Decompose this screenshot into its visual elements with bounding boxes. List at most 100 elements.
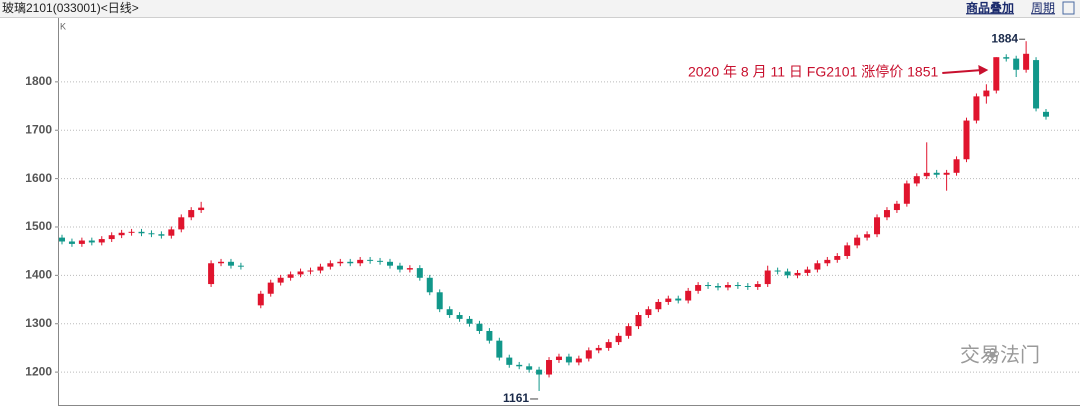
candle-body	[933, 172, 940, 175]
candle-body	[426, 277, 433, 293]
overlay-button[interactable]: 商品叠加	[966, 0, 1014, 15]
export-icon[interactable]	[1062, 1, 1075, 15]
candle-body	[257, 293, 264, 306]
candle-body	[377, 260, 384, 262]
candle-body	[744, 285, 751, 287]
candle-body	[466, 318, 473, 324]
candle-body	[953, 159, 960, 173]
candle-body	[396, 265, 403, 270]
candle-body	[774, 270, 781, 272]
candle-body	[158, 234, 165, 236]
candle-body	[973, 96, 980, 121]
candle-body	[913, 176, 920, 184]
candle-body	[625, 326, 632, 336]
candle-body	[1033, 60, 1040, 109]
candle-body	[526, 366, 533, 370]
y-tick-label: 1800	[25, 74, 52, 88]
candle-body	[655, 301, 662, 310]
high-label: 1884	[991, 31, 1018, 45]
candle-body	[496, 340, 503, 358]
header-title: 玻璃2101(033001)<日线>	[2, 1, 139, 15]
candle-body	[436, 292, 443, 310]
candle-body	[148, 233, 155, 235]
candle-body	[784, 271, 791, 276]
candle-body	[675, 298, 682, 301]
candle-body	[1043, 111, 1049, 117]
candle-body	[168, 229, 175, 236]
candle-body	[814, 263, 821, 270]
candle-body	[287, 274, 294, 278]
candle-body	[88, 240, 95, 243]
candle-body	[516, 364, 523, 367]
candle-body	[188, 210, 195, 218]
y-axis-label: K	[60, 21, 66, 31]
candle-body	[893, 203, 900, 211]
candle-body	[118, 232, 125, 236]
candle-body	[1003, 57, 1010, 59]
candle-body	[883, 210, 890, 218]
candle-body	[1013, 58, 1020, 70]
candle-body	[68, 241, 75, 244]
candle-body	[536, 369, 543, 375]
candle-body	[615, 335, 622, 343]
candle-body	[804, 269, 811, 273]
candle-body	[317, 266, 324, 271]
candle-body	[874, 217, 881, 235]
candle-body	[903, 183, 910, 204]
candle-body	[198, 207, 205, 211]
candle-body	[943, 172, 950, 175]
candle-body	[645, 309, 652, 316]
period-button[interactable]: 周期	[1031, 1, 1055, 15]
candle-body	[734, 285, 741, 287]
candle-body	[1023, 53, 1030, 70]
candle-body	[476, 323, 483, 331]
candle-body	[993, 57, 1000, 91]
candle-body	[854, 237, 861, 246]
candle-body	[724, 285, 731, 288]
candle-body	[923, 172, 930, 177]
y-tick-label: 1200	[25, 364, 52, 378]
candle-body	[824, 259, 831, 264]
candle-body	[864, 234, 871, 238]
candle-body	[367, 259, 374, 261]
watermark: 交易法门	[960, 343, 1040, 366]
annotation-arrowhead	[978, 65, 989, 75]
candle-body	[635, 315, 642, 327]
y-tick-label: 1700	[25, 122, 52, 136]
candle-body	[715, 285, 721, 288]
candle-body	[347, 261, 354, 264]
candle-body	[98, 239, 105, 243]
y-tick-label: 1400	[25, 268, 52, 282]
candle-body	[357, 259, 364, 264]
watermark-icon: ❀	[985, 345, 1000, 365]
candle-body	[456, 315, 463, 319]
candle-body	[834, 256, 841, 260]
candle-body	[595, 347, 602, 351]
candle-body	[297, 271, 304, 275]
candle-body	[128, 231, 135, 233]
candle-body	[963, 120, 970, 160]
candle-body	[227, 261, 234, 266]
candle-body	[575, 358, 582, 363]
candle-body	[277, 277, 284, 283]
annotation-arrow	[942, 69, 983, 74]
candle-body	[78, 240, 85, 244]
candle-body	[138, 231, 145, 234]
candle-body	[406, 268, 413, 270]
candle-body	[555, 356, 562, 361]
candle-body	[237, 265, 244, 267]
candle-body	[327, 263, 334, 267]
candle-body	[754, 284, 761, 287]
candle-body	[59, 237, 65, 242]
candle-body	[695, 285, 702, 291]
candle-body	[546, 360, 553, 375]
candle-body	[387, 261, 393, 266]
candle-body	[108, 235, 115, 240]
y-tick-label: 1300	[25, 316, 52, 330]
candle-body	[218, 261, 225, 264]
low-label: 1161	[503, 391, 529, 405]
candle-body	[506, 357, 513, 365]
candle-body	[685, 290, 692, 301]
